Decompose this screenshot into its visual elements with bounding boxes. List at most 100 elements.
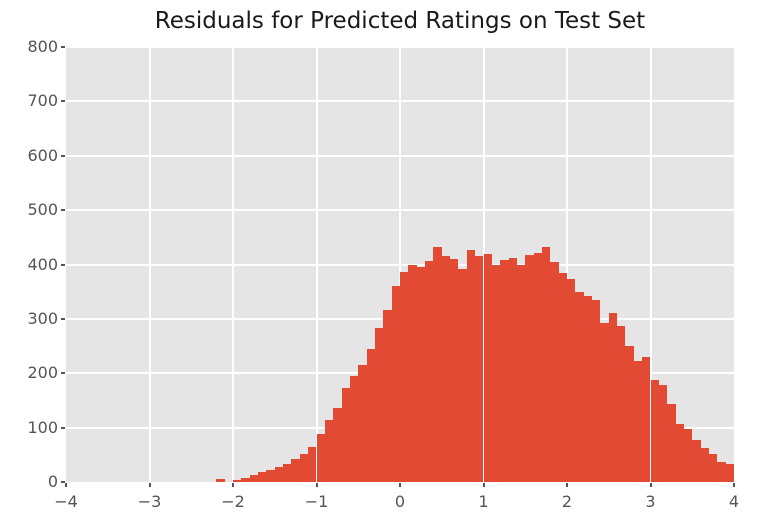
histogram-bar — [466, 250, 476, 482]
histogram-bar — [692, 440, 701, 482]
histogram-bar — [583, 296, 593, 482]
x-tick-label: 2 — [561, 492, 573, 511]
histogram-bar — [491, 264, 501, 482]
x-tick-mark — [482, 483, 485, 487]
histogram-bar — [391, 286, 400, 482]
x-tick-mark — [148, 483, 151, 487]
x-tick-mark — [566, 483, 568, 487]
gridline-x--3 — [148, 47, 151, 482]
y-tick-mark — [61, 154, 65, 157]
histogram-bar — [575, 291, 584, 482]
histogram-bar — [358, 365, 367, 482]
histogram-bar — [567, 279, 576, 482]
y-tick-mark — [61, 317, 65, 320]
histogram-bar — [516, 264, 526, 482]
x-tick-label: −4 — [54, 492, 78, 511]
histogram-bar — [600, 322, 609, 482]
histogram-bar — [525, 255, 534, 482]
x-tick-mark — [65, 483, 67, 487]
histogram-bar — [642, 356, 651, 482]
y-tick-mark — [61, 100, 65, 103]
gridline-x-3 — [649, 47, 652, 482]
y-tick-mark — [61, 372, 65, 375]
histogram-bar — [249, 475, 259, 482]
y-tick-label: 600 — [27, 145, 58, 165]
histogram-bar — [683, 429, 693, 482]
y-tick-mark — [61, 209, 65, 212]
y-tick-mark — [61, 426, 65, 429]
x-tick-mark — [315, 483, 318, 487]
histogram-bar — [266, 469, 275, 482]
histogram-bar — [400, 271, 409, 482]
histogram-bar — [241, 477, 250, 482]
y-tick-label: 100 — [27, 417, 58, 437]
histogram-bar — [433, 247, 442, 482]
histogram-bar — [450, 258, 459, 482]
histogram-bar — [541, 246, 551, 482]
y-tick-mark — [61, 481, 65, 483]
histogram-bar — [500, 260, 509, 482]
histogram-bar — [349, 375, 359, 482]
histogram-bar — [717, 462, 726, 482]
histogram-bar — [508, 257, 517, 482]
y-tick-label: 400 — [27, 254, 58, 274]
histogram-bar — [658, 385, 668, 482]
histogram-bar — [308, 447, 317, 482]
gridline-x-0 — [399, 47, 401, 482]
x-tick-label: −1 — [304, 492, 329, 511]
histogram-bar — [216, 478, 225, 482]
histogram-bar — [408, 265, 417, 482]
y-tick-label: 800 — [27, 37, 58, 56]
histogram-bar — [283, 463, 292, 482]
x-tick-mark — [232, 483, 234, 487]
histogram-bar — [592, 300, 601, 482]
x-tick-mark — [649, 483, 652, 487]
histogram-bar — [550, 262, 559, 482]
y-tick-label: 700 — [27, 91, 58, 111]
y-tick-label: 300 — [27, 308, 58, 328]
x-tick-label: 1 — [478, 492, 489, 511]
histogram-bar — [291, 458, 300, 482]
histogram-bar — [458, 269, 467, 482]
x-tick-label: −3 — [137, 492, 162, 511]
histogram-bar — [425, 260, 434, 482]
histogram-bar — [341, 388, 350, 482]
histogram-bar — [617, 325, 626, 482]
histogram-bar — [299, 453, 309, 482]
histogram-bar — [441, 256, 451, 482]
gridline-x-2 — [566, 47, 568, 482]
histogram-bar — [258, 472, 267, 482]
histogram-bar — [667, 404, 676, 482]
chart-title: Residuals for Predicted Ratings on Test … — [154, 8, 646, 34]
histogram-bar — [608, 313, 618, 482]
histogram-bar — [533, 252, 542, 482]
histogram-bar — [483, 253, 492, 482]
x-tick-label: 3 — [645, 492, 656, 511]
y-tick-mark — [61, 46, 65, 48]
histogram-bar — [700, 447, 709, 482]
histogram-bar — [333, 407, 342, 482]
y-tick-label: 0 — [47, 472, 58, 491]
x-tick-label: −2 — [221, 492, 245, 511]
y-tick-label: 500 — [27, 200, 58, 220]
x-tick-mark — [399, 483, 401, 487]
histogram-bar — [633, 361, 643, 482]
histogram-bar — [324, 420, 334, 482]
gridline-x--1 — [315, 47, 318, 482]
histogram-bar — [383, 309, 392, 482]
y-tick-mark — [61, 263, 65, 266]
histogram-bar — [708, 453, 718, 482]
histogram-bar — [625, 346, 634, 482]
histogram-bar — [366, 348, 375, 482]
histogram-bar — [274, 466, 284, 482]
histogram-bar — [650, 380, 659, 482]
histogram-bar — [416, 267, 426, 482]
plot-area — [66, 46, 734, 482]
histogram-bar — [475, 255, 484, 482]
histogram-bar — [558, 272, 567, 482]
x-tick-label: 4 — [728, 492, 740, 511]
histogram-bar — [725, 464, 734, 482]
histogram-bar — [316, 433, 325, 482]
histogram-bar — [675, 424, 684, 482]
